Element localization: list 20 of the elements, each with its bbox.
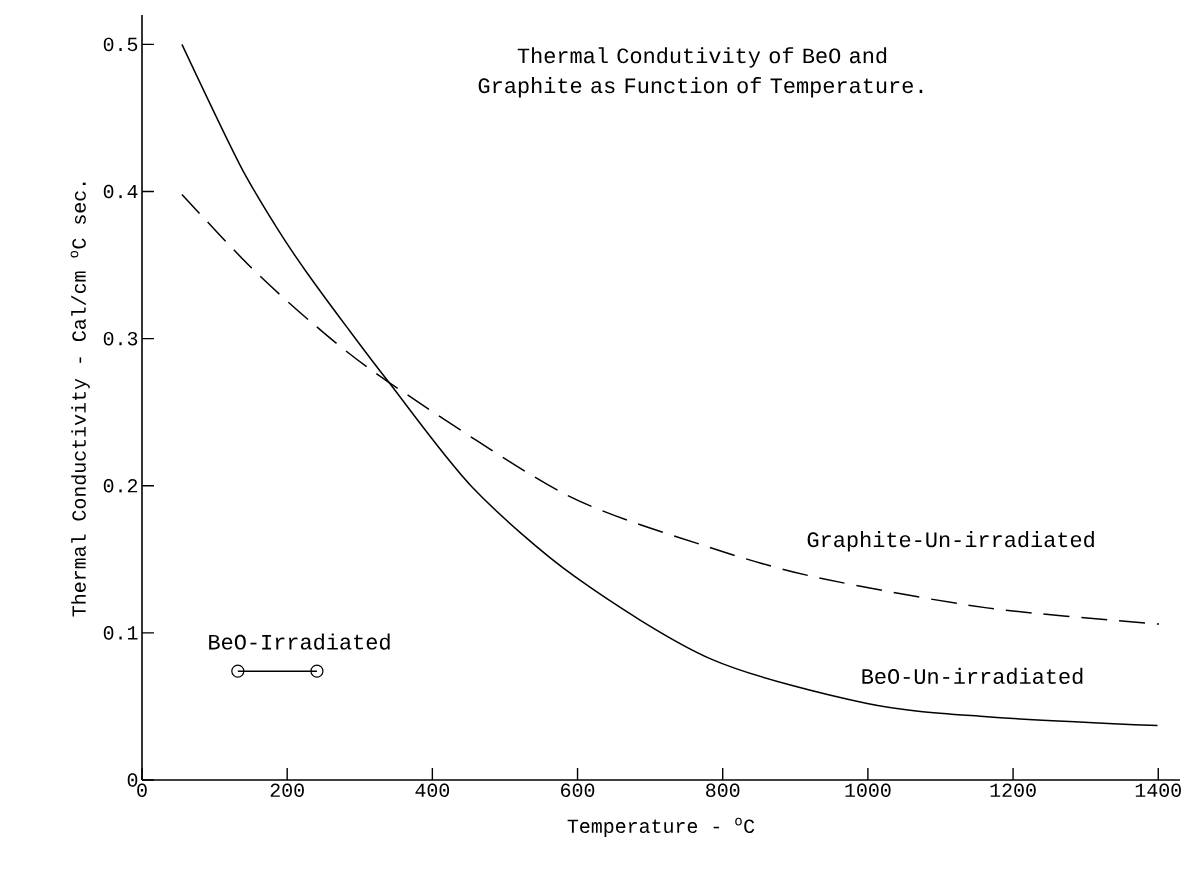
series-label: BeO-Un-irradiated <box>862 667 1083 685</box>
y-tick-label: 0.4 <box>103 184 138 199</box>
x-tick-label: 1400 <box>1135 783 1181 798</box>
x-tick-label: 600 <box>561 783 595 798</box>
x-tick-label: 800 <box>706 783 740 798</box>
text: Thermal Condutivity of BeO and Graphite as Function of Temperature. <box>478 47 923 98</box>
y-tick-label: 0.3 <box>103 331 138 346</box>
y-axis-title: Thermal Conductivity - Cal/cm $^{o}$C sec. <box>70 182 90 617</box>
x-tick-label: 1200 <box>990 783 1036 798</box>
y-tick-label: 0.2 <box>103 479 138 493</box>
y-tick-label: 0.1 <box>103 626 138 640</box>
x-tick-label: 400 <box>415 783 450 798</box>
series-label: BeO-Irradiated <box>209 633 390 650</box>
x-tick-label: 200 <box>270 783 304 798</box>
y-tick-label: 0 <box>127 773 138 787</box>
x-axis-title: Temperature - $^{o}$C <box>567 817 755 837</box>
line-series <box>181 43 1159 727</box>
y-tick-label: 0.5 <box>103 37 138 52</box>
series-label: Graphite-Un-irradiated <box>807 531 1094 552</box>
x-tick-label: 1000 <box>845 783 891 798</box>
